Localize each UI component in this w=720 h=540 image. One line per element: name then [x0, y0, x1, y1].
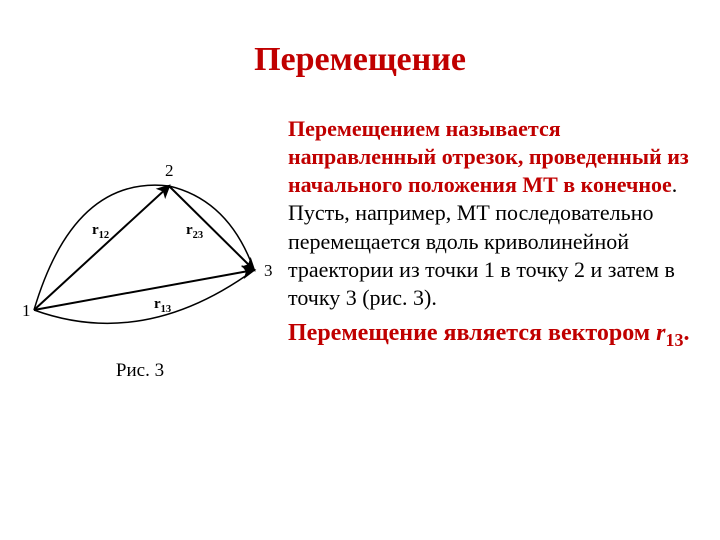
page-title: Перемещение: [0, 41, 720, 79]
p2-lead: Перемещение является вектором: [288, 320, 656, 346]
p2-tail: .: [684, 320, 690, 346]
node-label-2: 2: [165, 161, 174, 180]
figure-svg: 1 2 3 r12 r23 r13: [14, 150, 274, 350]
p2-vector: r: [656, 320, 665, 346]
p2-sub: 13: [666, 330, 684, 350]
vector-label: r13: [154, 296, 171, 315]
node-label-1: 1: [22, 301, 31, 320]
definition-paragraph-2: Перемещение является вектором r13.: [288, 318, 708, 349]
vector-2-3: [169, 186, 254, 270]
definition-text: Перемещением называется направленный отр…: [288, 115, 708, 351]
vector-1-2: [34, 186, 169, 310]
figure-caption: Рис. 3: [80, 360, 200, 382]
slide: { "title": { "text": "Перемещение", "col…: [0, 0, 720, 540]
node-label-3: 3: [264, 261, 273, 280]
vector-1-3: [34, 270, 254, 310]
definition-paragraph-1: Перемещением называется направленный отр…: [288, 115, 708, 312]
displacement-figure: 1 2 3 r12 r23 r13: [14, 150, 274, 350]
trajectory-arc: [34, 270, 254, 323]
vector-label: r12: [92, 222, 109, 241]
definition-bold: Перемещением называется направленный отр…: [288, 116, 689, 197]
vector-label: r23: [186, 222, 203, 241]
